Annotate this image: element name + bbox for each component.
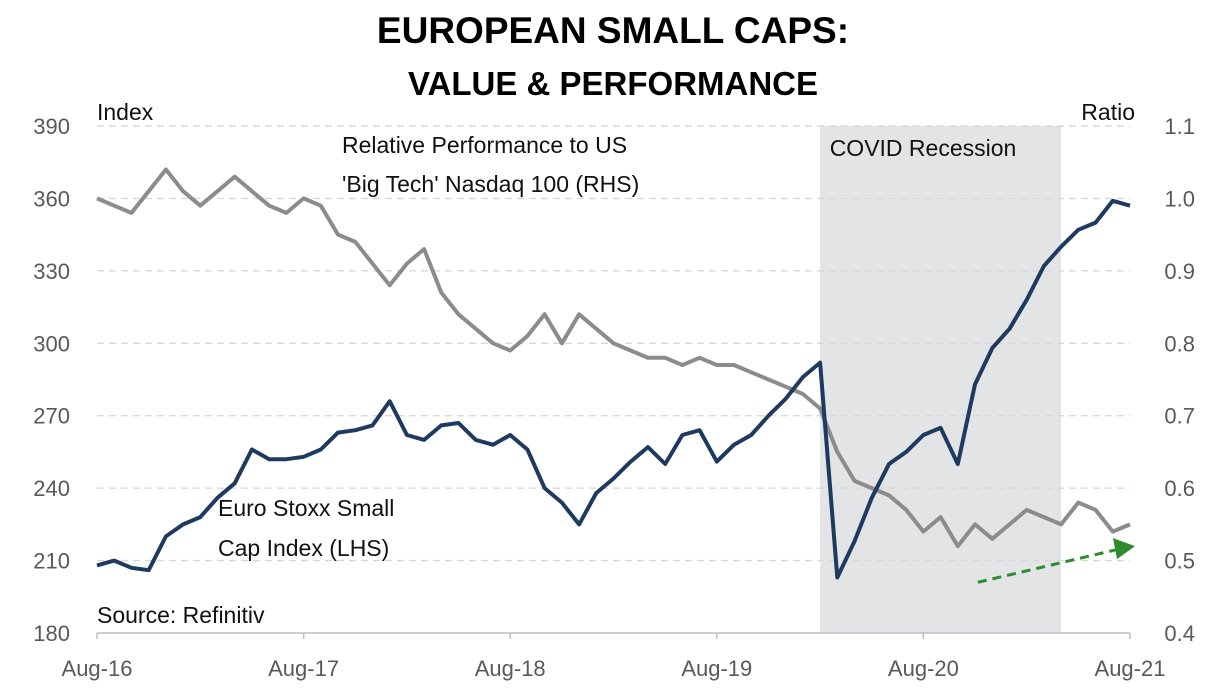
right-tick-label: 1.0: [1164, 186, 1195, 211]
chart-subtitle: VALUE & PERFORMANCE: [408, 65, 818, 102]
covid-recession-label: COVID Recession: [830, 135, 1017, 161]
left-tick-label: 270: [33, 404, 70, 429]
x-tick-label: Aug-19: [681, 656, 752, 681]
source-note: Source: Refinitiv: [97, 602, 265, 628]
left-tick-label: 360: [33, 186, 70, 211]
x-tick-label: Aug-16: [62, 656, 133, 681]
trend-arrow-shaft: [977, 547, 1120, 584]
right-tick-label: 0.5: [1164, 549, 1195, 574]
trend-arrow: [977, 538, 1135, 584]
right-tick-label: 0.7: [1164, 404, 1195, 429]
right-axis-ticks: 0.4 0.5 0.6 0.7 0.8 0.9 1.0 1.1: [1164, 114, 1195, 646]
x-axis-ticks: Aug-16 Aug-17 Aug-18 Aug-19 Aug-20 Aug-21: [62, 633, 1166, 681]
left-tick-label: 390: [33, 114, 70, 139]
ratio-series-label-line2: 'Big Tech' Nasdaq 100 (RHS): [342, 171, 639, 197]
x-tick-label: Aug-20: [888, 656, 959, 681]
left-tick-label: 330: [33, 259, 70, 284]
chart-title: EUROPEAN SMALL CAPS:: [377, 10, 849, 51]
left-tick-label: 240: [33, 476, 70, 501]
left-axis-ticks: 180 210 240 270 300 330 360 390: [33, 114, 70, 646]
right-tick-label: 0.6: [1164, 476, 1195, 501]
series-lines: [96, 167, 1131, 580]
left-axis-label: Index: [97, 99, 154, 125]
right-tick-label: 0.8: [1164, 331, 1195, 356]
ratio-series-label-line1: Relative Performance to US: [342, 132, 627, 158]
right-tick-label: 1.1: [1164, 114, 1195, 139]
index-series-label-line2: Cap Index (LHS): [218, 535, 389, 561]
left-tick-label: 210: [33, 549, 70, 574]
left-tick-label: 300: [33, 331, 70, 356]
x-tick-label: Aug-18: [475, 656, 546, 681]
index-series-label-line1: Euro Stoxx Small: [218, 495, 394, 521]
x-tick-label: Aug-17: [268, 656, 339, 681]
left-tick-label: 180: [33, 621, 70, 646]
right-tick-label: 0.4: [1164, 621, 1195, 646]
right-axis-label: Ratio: [1081, 99, 1135, 125]
trend-arrow-head: [1113, 538, 1135, 560]
right-tick-label: 0.9: [1164, 259, 1195, 284]
index-series-line: [96, 198, 1131, 580]
x-tick-label: Aug-21: [1095, 656, 1166, 681]
ratio-series-line: [96, 167, 1131, 549]
covid-recession-shade: [820, 126, 1062, 633]
